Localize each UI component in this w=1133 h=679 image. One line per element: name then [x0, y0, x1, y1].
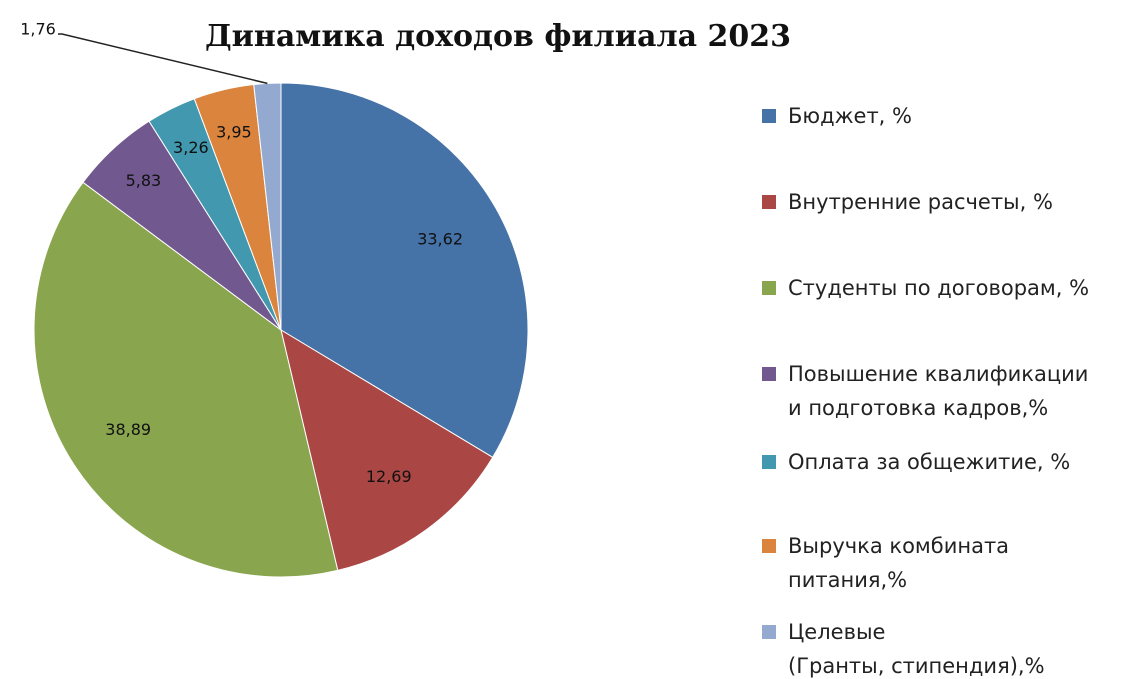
legend-label: Внутренние расчеты, % — [788, 190, 1053, 214]
legend-item: Оплата за общежитие, % — [762, 445, 1070, 479]
legend-item: Повышение квалификации и подготовка кадр… — [762, 357, 1088, 425]
legend-swatch — [762, 195, 776, 209]
legend-item: Внутренние расчеты, % — [762, 185, 1053, 219]
leader-line — [58, 33, 268, 85]
legend-swatch — [762, 109, 776, 123]
legend-swatch — [762, 539, 776, 553]
data-label: 33,62 — [417, 230, 463, 249]
legend-label: Оплата за общежитие, % — [788, 450, 1071, 474]
legend-label: Повышение квалификации и подготовка кадр… — [788, 362, 1089, 420]
pie-slice — [280, 82, 529, 459]
legend-swatch — [762, 625, 776, 639]
pie-slice — [280, 328, 494, 571]
legend-item: Выручка комбината питания,% — [762, 529, 1009, 597]
legend-swatch — [762, 367, 776, 381]
pie-slice — [33, 181, 339, 578]
legend-label: Студенты по договорам, % — [788, 276, 1090, 300]
legend-swatch — [762, 281, 776, 295]
data-label: 12,69 — [366, 467, 412, 486]
legend-label: Выручка комбината питания,% — [788, 534, 1010, 592]
legend-item: Целевые (Гранты, стипендия),% — [762, 615, 1045, 679]
legend-item: Студенты по договорам, % — [762, 271, 1089, 305]
legend-label: Бюджет, % — [788, 104, 912, 128]
data-label: 3,26 — [173, 138, 209, 157]
data-label: 1,76 — [20, 20, 56, 39]
legend-swatch — [762, 455, 776, 469]
data-label: 38,89 — [105, 420, 151, 439]
data-label: 3,95 — [216, 123, 252, 142]
legend-label: Целевые (Гранты, стипендия),% — [788, 620, 1045, 678]
legend-item: Бюджет, % — [762, 99, 912, 133]
data-label: 5,83 — [126, 171, 162, 190]
chart-title: Динамика доходов филиала 2023 — [205, 19, 791, 54]
